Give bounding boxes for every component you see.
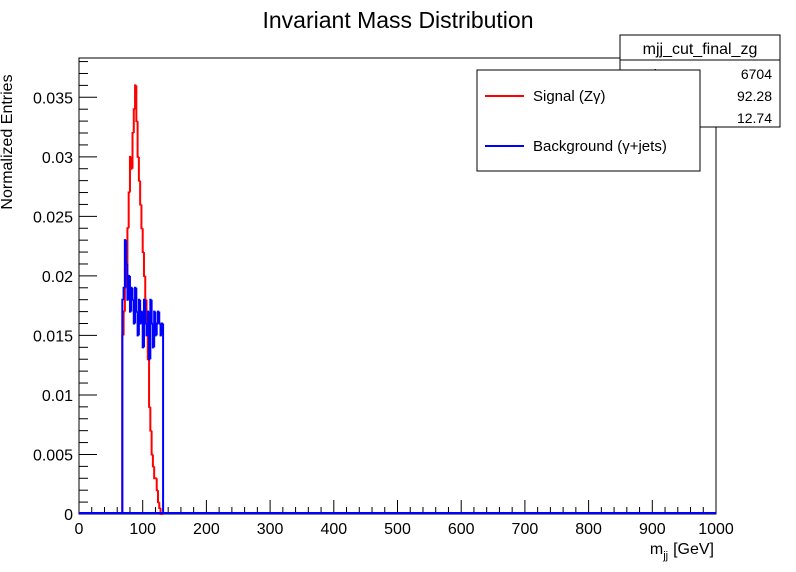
histogram-step [155,478,158,492]
x-tick-label: 100 [129,521,156,538]
histogram-step [135,287,138,313]
histogram-step [122,310,125,336]
histogram-step [142,252,146,277]
x-tick-label: 500 [384,521,411,538]
y-tick-label: 0.005 [33,447,73,464]
histogram-step [126,227,129,264]
legend-box [476,69,701,172]
histogram-step [139,299,142,325]
histogram-step [123,286,127,312]
histogram-step [158,502,161,510]
x-label-unit: [GeV] [673,541,714,558]
x-tick-label: 0 [75,521,84,538]
stats-value: 12.74 [737,110,772,126]
histogram-step [151,454,155,468]
histogram-step [145,323,148,337]
histogram-step [131,287,134,301]
histogram-step [148,359,151,408]
histogram-step [136,121,139,158]
histogram-step [141,228,144,254]
histogram-step [135,85,138,123]
histogram-step [153,466,156,480]
histogram-step [122,286,125,300]
histogram-step [131,132,134,169]
histogram-step [126,263,129,301]
x-tick-label: 400 [320,521,347,538]
histogram-step [136,311,139,337]
histogram-step [130,156,133,170]
histogram-step [127,191,130,229]
histogram-step [141,311,144,349]
histogram-step [128,275,132,313]
legend-label: Signal (Zγ) [533,88,606,105]
histogram-step [150,299,153,325]
y-tick-label: 0.035 [33,90,73,107]
y-tick-label: 0 [64,507,73,524]
legend-label: Background (γ+jets) [533,138,667,155]
histogram-step [134,84,137,110]
histogram-step [151,323,155,349]
histogram-step [158,311,161,325]
x-axis-label: mjj [GeV] [650,541,714,562]
histogram-step [156,490,160,504]
histogram-step [140,204,143,230]
histogram-step [154,311,157,337]
histogram-step [149,406,152,432]
y-tick-label: 0.01 [42,388,73,405]
histogram-step [121,298,124,514]
histogram-step [132,299,136,325]
histogram-step [150,430,153,456]
x-tick-label: 800 [575,521,602,538]
x-label-symbol: m [650,541,663,558]
y-axis-label: Normalized Entries [0,74,16,209]
y-tick-label: 0.03 [42,150,73,167]
histogram-step [159,323,162,337]
stats-value: 92.28 [737,88,772,104]
stats-value: 6704 [741,66,772,82]
histogram-step [148,311,151,361]
x-tick-label: 900 [639,521,666,538]
x-tick-label: 200 [193,521,220,538]
histogram-step [132,108,136,134]
x-tick-label: 600 [448,521,475,538]
x-label-subscript: jj [662,550,668,562]
stats-name: mjj_cut_final_zg [643,41,758,58]
chart-title: Invariant Mass Distribution [263,7,534,33]
histogram-step [137,156,141,182]
y-tick-label: 0.015 [33,328,73,345]
x-tick-label: 1000 [698,521,734,538]
x-tick-label: 300 [257,521,284,538]
histogram-step [144,275,147,301]
y-tick-label: 0.025 [33,209,73,226]
histogram-step [155,322,158,336]
y-tick-label: 0.02 [42,269,73,286]
x-tick-label: 700 [512,521,539,538]
histogram-step [139,180,142,206]
